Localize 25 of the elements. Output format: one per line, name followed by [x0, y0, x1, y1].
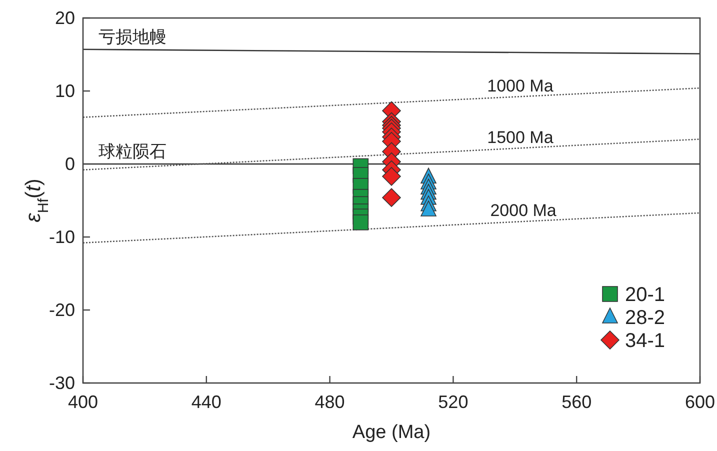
point [352, 214, 369, 230]
y-tick-label: 20 [54, 8, 75, 28]
x-tick-label: 560 [562, 392, 592, 412]
legend-label: 28-2 [625, 307, 666, 329]
annotation: 亏损地幔 [98, 27, 166, 46]
x-tick-label: 600 [684, 392, 716, 412]
legend-label: 34-1 [625, 330, 666, 352]
y-tick-label: -30 [48, 373, 75, 393]
x-tick-label: 440 [191, 392, 222, 412]
x-tick-label: 520 [438, 392, 468, 412]
y-tick-label: 0 [64, 154, 75, 174]
y-tick-label: -20 [48, 300, 75, 320]
annotation: 球粒陨石 [98, 142, 166, 161]
x-tick-label: 400 [68, 392, 98, 412]
x-tick-label: 480 [314, 392, 345, 412]
y-tick-label: -10 [48, 227, 75, 247]
legend-label: 20-1 [625, 284, 666, 306]
y-tick-label: 10 [54, 81, 75, 101]
annotation: 1000 Ma [487, 76, 554, 96]
point [382, 167, 401, 186]
point [382, 188, 401, 207]
annotation: 2000 Ma [490, 201, 557, 220]
x-axis-title: Age (Ma) [352, 422, 431, 443]
annotation: 1500 Ma [487, 128, 554, 148]
point [420, 200, 436, 216]
